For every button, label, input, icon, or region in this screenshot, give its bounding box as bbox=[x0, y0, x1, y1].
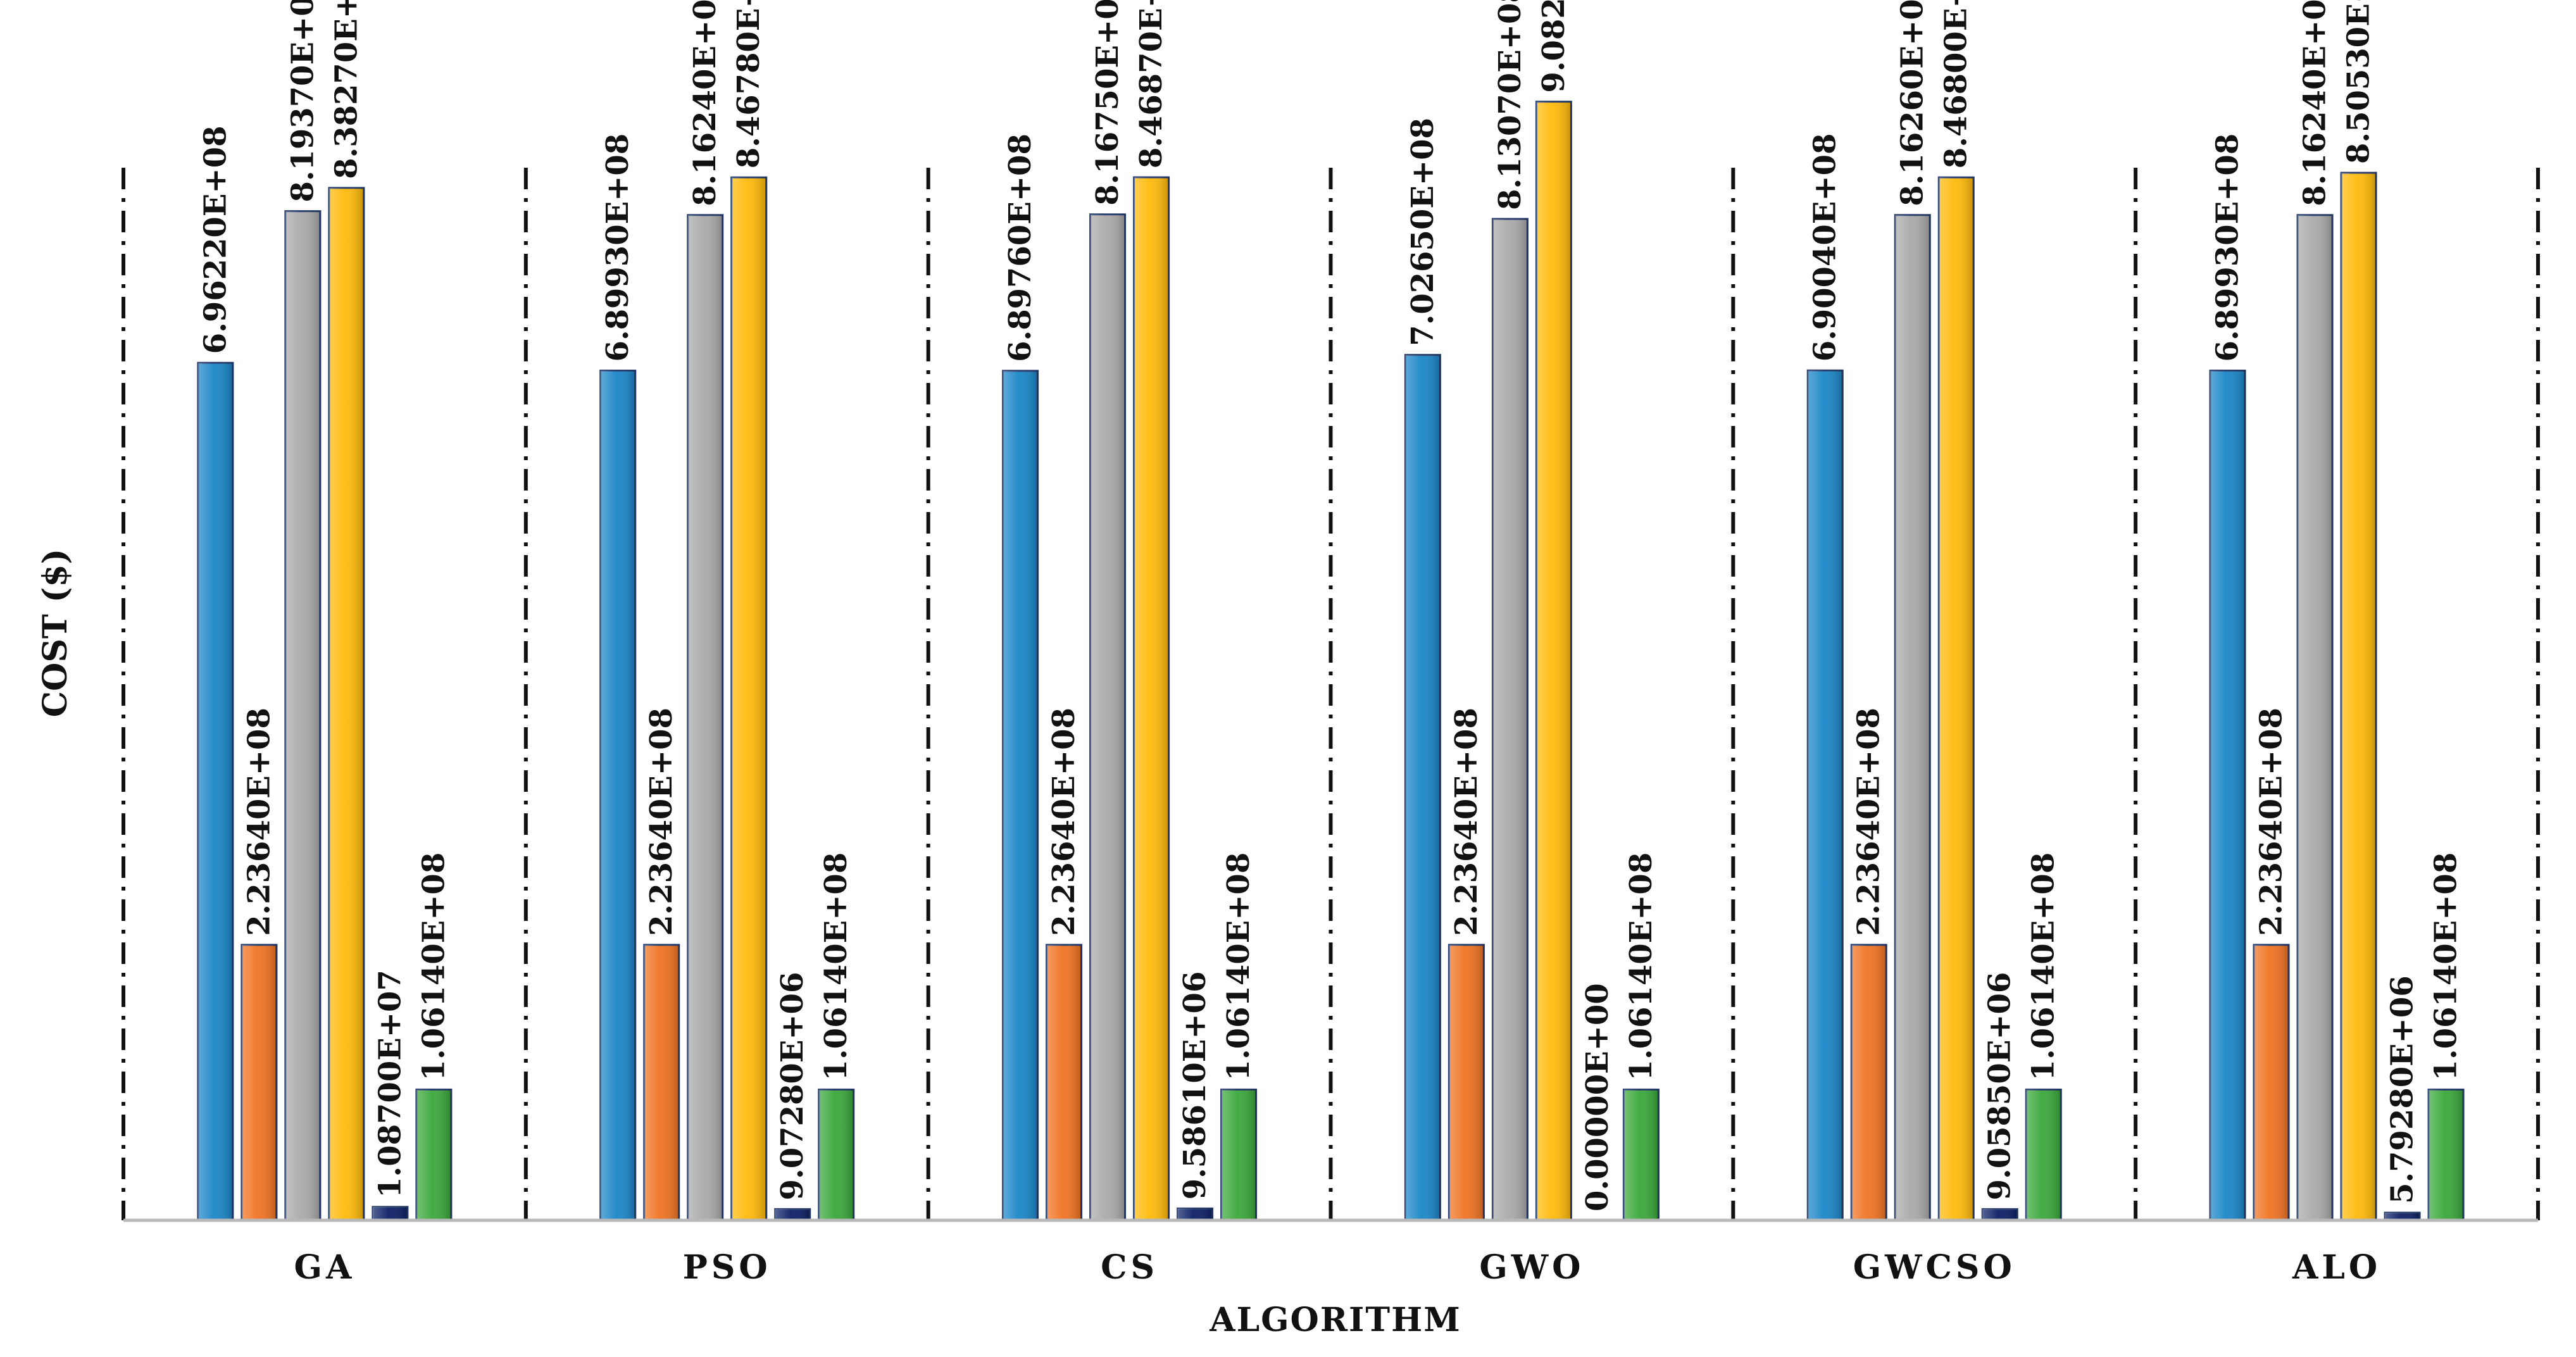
bar-shading bbox=[1982, 1209, 2018, 1220]
data-label: 8.16240E+08 bbox=[2298, 0, 2333, 206]
data-label: 2.23640E+08 bbox=[644, 708, 679, 936]
bars-layer bbox=[197, 101, 2465, 1222]
data-label: 8.19370E+08 bbox=[285, 0, 320, 203]
x-tick-labels: GA PSO CS GWO GWCSO ALO bbox=[294, 1248, 2381, 1287]
data-label: 1.06140E+08 bbox=[2026, 853, 2061, 1081]
bar-shading bbox=[1090, 214, 1125, 1221]
data-label: 1.06140E+08 bbox=[1623, 853, 1659, 1081]
bar-shading bbox=[1492, 218, 1528, 1220]
data-label: 9.07280E+06 bbox=[775, 972, 810, 1201]
data-label: 8.46870E+08 bbox=[1134, 0, 1169, 168]
data-label: 1.08700E+07 bbox=[372, 970, 408, 1198]
data-label: 2.23640E+08 bbox=[1046, 708, 1082, 936]
data-label: 6.89930E+08 bbox=[2210, 134, 2246, 362]
y-axis-title: COST ($) bbox=[36, 549, 75, 717]
bar-shading bbox=[1405, 354, 1441, 1220]
bar-shading bbox=[2385, 1213, 2420, 1220]
x-tick-label: GWCSO bbox=[1853, 1248, 2016, 1287]
bar-shading bbox=[1939, 177, 1974, 1221]
bar-shading bbox=[1177, 1208, 1213, 1220]
bar-shading bbox=[2298, 215, 2333, 1220]
bar-shading bbox=[2254, 944, 2289, 1220]
bar-shading bbox=[1851, 944, 1887, 1220]
data-label: 8.46800E+08 bbox=[1939, 0, 1974, 168]
x-tick-label: PSO bbox=[683, 1248, 772, 1287]
bar-shading bbox=[328, 187, 364, 1220]
data-label: 0.00000E+00 bbox=[1580, 983, 1615, 1211]
bar-shading bbox=[1003, 370, 1038, 1220]
data-label: 6.89760E+08 bbox=[1003, 134, 1038, 362]
data-label: 6.90040E+08 bbox=[1808, 134, 1843, 362]
bar-shading bbox=[1046, 944, 1082, 1220]
data-label: 8.16750E+08 bbox=[1090, 0, 1125, 206]
bar-shading bbox=[1623, 1089, 1659, 1220]
data-label: 6.89930E+08 bbox=[600, 134, 635, 362]
bar-shading bbox=[1895, 215, 1930, 1220]
bar-shading bbox=[1134, 177, 1169, 1221]
data-label: 5.79280E+06 bbox=[2385, 975, 2420, 1204]
data-label: 9.05850E+06 bbox=[1982, 972, 2018, 1201]
data-label: 2.23640E+08 bbox=[241, 708, 277, 936]
bar-shading bbox=[731, 177, 766, 1220]
data-label: 1.06140E+08 bbox=[818, 853, 854, 1081]
bar-shading bbox=[285, 211, 320, 1220]
category-separators bbox=[122, 168, 2540, 1220]
bar-shading bbox=[1536, 101, 1572, 1220]
bar-shading bbox=[2429, 1089, 2464, 1220]
data-label: 8.46780E+08 bbox=[731, 0, 766, 168]
data-label: 2.23640E+08 bbox=[2254, 708, 2289, 936]
data-label: 6.96220E+08 bbox=[197, 126, 233, 354]
data-label: 1.06140E+08 bbox=[416, 853, 451, 1081]
data-label: 2.23640E+08 bbox=[1851, 708, 1887, 936]
bar-shading bbox=[372, 1206, 408, 1220]
bar-shading bbox=[818, 1089, 854, 1220]
bar-shading bbox=[416, 1089, 451, 1220]
bar-shading bbox=[2341, 173, 2377, 1220]
data-label: 9.58610E+06 bbox=[1177, 972, 1213, 1200]
bar-shading bbox=[775, 1209, 810, 1220]
data-label: 9.08270E+08 bbox=[1536, 0, 1572, 93]
x-tick-label: GWO bbox=[1479, 1248, 1584, 1287]
x-tick-label: CS bbox=[1101, 1248, 1158, 1287]
bar-shading bbox=[1221, 1089, 1256, 1220]
bar-shading bbox=[1449, 944, 1484, 1220]
data-label: 2.23640E+08 bbox=[1449, 708, 1484, 936]
bar-shading bbox=[644, 944, 679, 1220]
bar-shading bbox=[2210, 370, 2246, 1220]
data-label: 7.02650E+08 bbox=[1405, 118, 1441, 346]
data-label: 8.16240E+08 bbox=[687, 0, 723, 206]
x-tick-label: ALO bbox=[2292, 1248, 2381, 1287]
x-tick-label: GA bbox=[294, 1248, 356, 1287]
bar-shading bbox=[687, 215, 723, 1220]
data-label: 1.06140E+08 bbox=[2429, 853, 2464, 1081]
x-axis-title: ALGORITHM bbox=[1209, 1301, 1461, 1339]
data-label: 8.13070E+08 bbox=[1492, 0, 1528, 210]
data-label: 8.50530E+08 bbox=[2341, 0, 2377, 164]
bar-shading bbox=[197, 363, 233, 1220]
bar-shading bbox=[241, 944, 277, 1220]
bar-shading bbox=[600, 370, 635, 1220]
data-label: 8.16260E+08 bbox=[1895, 0, 1930, 206]
bar-shading bbox=[1808, 370, 1843, 1221]
bar-shading bbox=[2026, 1089, 2061, 1220]
data-label: 8.38270E+08 bbox=[328, 0, 364, 179]
data-label: 1.06140E+08 bbox=[1221, 853, 1256, 1081]
value-labels-layer: 6.96220E+08 2.23640E+08 8.19370E+08 8.38270… bbox=[197, 0, 2463, 1211]
